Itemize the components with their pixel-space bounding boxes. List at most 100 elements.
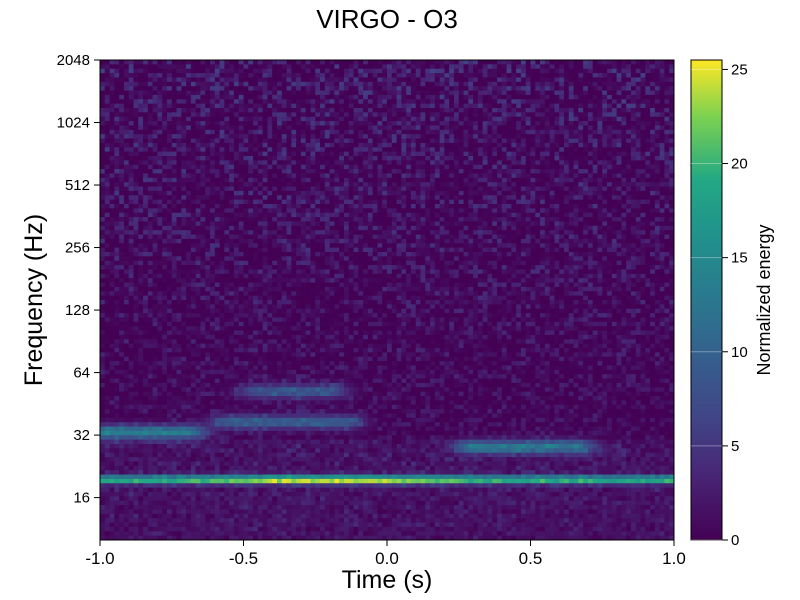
heatmap-cell (654, 73, 661, 79)
heatmap-cell (487, 199, 493, 205)
heatmap-cell (511, 125, 517, 131)
heatmap-cell (516, 204, 522, 209)
heatmap-cell (473, 217, 479, 223)
heatmap-cell (324, 186, 331, 192)
heatmap-cell (310, 160, 316, 166)
heatmap-cell (114, 182, 120, 188)
heatmap-cell (310, 99, 316, 105)
heatmap-cell (487, 77, 493, 83)
heatmap-cell (181, 221, 187, 227)
heatmap-cell (439, 199, 445, 205)
heatmap-cell (530, 217, 536, 223)
heatmap-cell (320, 177, 326, 183)
heatmap-cell (525, 116, 532, 122)
heatmap-cell (367, 86, 374, 92)
heatmap-cell (133, 125, 139, 131)
heatmap-cell (664, 64, 670, 70)
heatmap-cell (367, 199, 374, 205)
heatmap-cell (320, 90, 326, 96)
heatmap-cell (272, 182, 278, 188)
heatmap-cell (267, 125, 273, 131)
heatmap-cell (343, 221, 350, 227)
heatmap-cell (611, 103, 618, 109)
heatmap-cell (525, 68, 532, 74)
heatmap-cell (147, 160, 154, 166)
heatmap-cell (353, 182, 359, 188)
heatmap-cell (650, 160, 656, 166)
heatmap-cell (568, 108, 575, 113)
heatmap-cell (563, 90, 570, 96)
heatmap-cell (339, 225, 345, 231)
heatmap-cell (607, 64, 613, 70)
heatmap-cell (243, 90, 249, 96)
heatmap-cell (305, 160, 312, 166)
heatmap-cell (281, 103, 288, 109)
heatmap-cell (123, 68, 130, 74)
heatmap-cell (238, 212, 245, 218)
heatmap-cell (640, 182, 646, 188)
heatmap-cell (296, 134, 302, 140)
heatmap-cell (224, 138, 230, 144)
heatmap-cell (578, 208, 584, 214)
heatmap-cell (300, 230, 307, 236)
heatmap-cell (334, 134, 340, 140)
heatmap-cell (626, 112, 632, 118)
heatmap-cell (659, 169, 666, 175)
heatmap-cell (434, 60, 441, 65)
heatmap-cell (367, 99, 374, 105)
heatmap-cell (181, 234, 187, 240)
heatmap-cell (348, 204, 355, 209)
heatmap-cell (578, 151, 584, 157)
heatmap-cell (540, 225, 546, 231)
heatmap-cell (315, 195, 321, 201)
heatmap-cell (195, 77, 202, 83)
heatmap-cell (621, 225, 627, 231)
heatmap-cell (420, 129, 426, 135)
heatmap-cell (162, 234, 168, 240)
heatmap-cell (511, 212, 517, 218)
heatmap-cell (109, 208, 115, 214)
heatmap-cell (324, 177, 331, 183)
heatmap-cell (324, 121, 331, 127)
heatmap-cell (138, 142, 144, 148)
heatmap-cell (468, 169, 474, 175)
heatmap-cell (281, 164, 288, 170)
heatmap-cell (516, 208, 522, 214)
heatmap-cell (377, 230, 383, 236)
heatmap-cell (363, 112, 369, 118)
heatmap-cell (367, 177, 374, 183)
heatmap-cell (305, 234, 312, 240)
heatmap-cell (487, 190, 493, 196)
heatmap-cell (320, 151, 326, 157)
heatmap-cell (243, 138, 249, 144)
heatmap-cell (487, 212, 493, 218)
heatmap-cell (315, 212, 321, 218)
heatmap-cell (276, 238, 283, 244)
heatmap-cell (281, 134, 288, 140)
heatmap-cell (353, 221, 359, 227)
heatmap-cell (315, 177, 321, 183)
heatmap-cell (276, 151, 283, 157)
heatmap-cell (520, 230, 527, 236)
heatmap-cell (544, 60, 551, 65)
heatmap-cell (434, 208, 441, 214)
heatmap-cell (133, 77, 139, 83)
heatmap-cell (659, 90, 666, 96)
heatmap-cell (621, 99, 627, 105)
heatmap-cell (348, 212, 355, 218)
heatmap-cell (654, 217, 661, 223)
heatmap-cell (358, 103, 364, 109)
heatmap-cell (415, 112, 422, 118)
heatmap-cell (516, 169, 522, 175)
chart-title: VIRGO - O3 (316, 4, 458, 34)
heatmap-cell (640, 125, 646, 131)
heatmap-cell (434, 238, 441, 244)
heatmap-cell (358, 230, 364, 236)
heatmap-cell (100, 86, 106, 92)
heatmap-cell (276, 225, 283, 231)
heatmap-cell (415, 121, 422, 127)
heatmap-cell (635, 230, 642, 236)
heatmap-cell (367, 81, 374, 87)
heatmap-cell (114, 121, 120, 127)
heatmap-cell (291, 73, 297, 79)
